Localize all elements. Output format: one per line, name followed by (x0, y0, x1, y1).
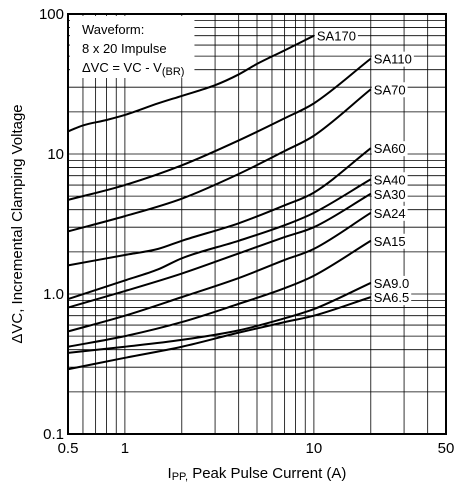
series-line-sa24 (67, 211, 372, 333)
series-label-sa70: SA70 (374, 82, 406, 97)
series-label-background (371, 290, 412, 306)
series-label-background (371, 233, 408, 249)
x-tick-label: 0.5 (58, 440, 79, 457)
series-label-sa6-5: SA6.5 (374, 290, 409, 305)
series-label-background (371, 51, 414, 67)
series-label-background (371, 141, 408, 157)
x-tick-label: 50 (438, 440, 455, 457)
y-tick-label: 0.1 (43, 426, 64, 443)
series-label-sa60: SA60 (374, 141, 406, 156)
series-line-sa170 (67, 34, 315, 133)
series-line-sa110 (67, 57, 372, 201)
series-line-sa6-5 (67, 296, 372, 371)
series-label-sa170: SA170 (317, 29, 356, 44)
annotation-line-2: 8 x 20 Impulse (82, 41, 167, 56)
series-line-sa60 (67, 147, 372, 267)
series-label-background (371, 186, 408, 202)
series-label-sa110: SA110 (374, 52, 412, 67)
series-line-sa30 (67, 192, 372, 309)
tick-labels: 0.5 1 10 50 0.1 1.0 10 100 (39, 6, 454, 457)
series-label-sa15: SA15 (374, 234, 406, 249)
series-label-background (371, 82, 408, 98)
series-label-background (371, 205, 408, 221)
y-tick-label: 1.0 (43, 286, 64, 303)
annotation-background (70, 16, 195, 78)
series-label-sa24: SA24 (374, 206, 406, 221)
series-line-sa40 (67, 178, 372, 301)
series-label-background (371, 275, 412, 291)
x-axis-label: IPP, Peak Pulse Current (A) (168, 465, 347, 483)
series-label-background (371, 172, 408, 188)
annotation-line-3: ΔVC = VC - V(BR) (82, 60, 184, 78)
y-tick-label: 100 (39, 6, 64, 23)
series-line-sa15 (67, 239, 372, 348)
x-axis-label-main: Peak Pulse Current (A) (188, 465, 346, 482)
series-label-background (314, 28, 358, 44)
x-axis-label-prefix: I (168, 465, 172, 482)
waveform-annotation: Waveform: 8 x 20 Impulse ΔVC = VC - V(BR… (70, 16, 195, 78)
x-tick-label: 10 (306, 440, 323, 457)
y-tick-label: 10 (47, 146, 64, 163)
series-label-sa30: SA30 (374, 187, 406, 202)
x-axis-label-sub: PP, (172, 471, 188, 483)
x-tick-label: 1 (121, 440, 129, 457)
series-lines (67, 34, 372, 371)
series-line-sa9-0 (67, 282, 372, 354)
series-line-sa70 (67, 88, 372, 233)
annotation-line-3-sub: (BR) (162, 66, 185, 78)
series-label-sa9-0: SA9.0 (374, 276, 409, 291)
y-axis-label: ΔVC, Incremental Clamping Voltage (9, 104, 26, 343)
series-label-sa40: SA40 (374, 172, 406, 187)
annotation-line-1: Waveform: (82, 22, 144, 37)
plot-frame (67, 13, 447, 435)
annotation-line-3-main: ΔVC = VC - V (82, 60, 162, 75)
